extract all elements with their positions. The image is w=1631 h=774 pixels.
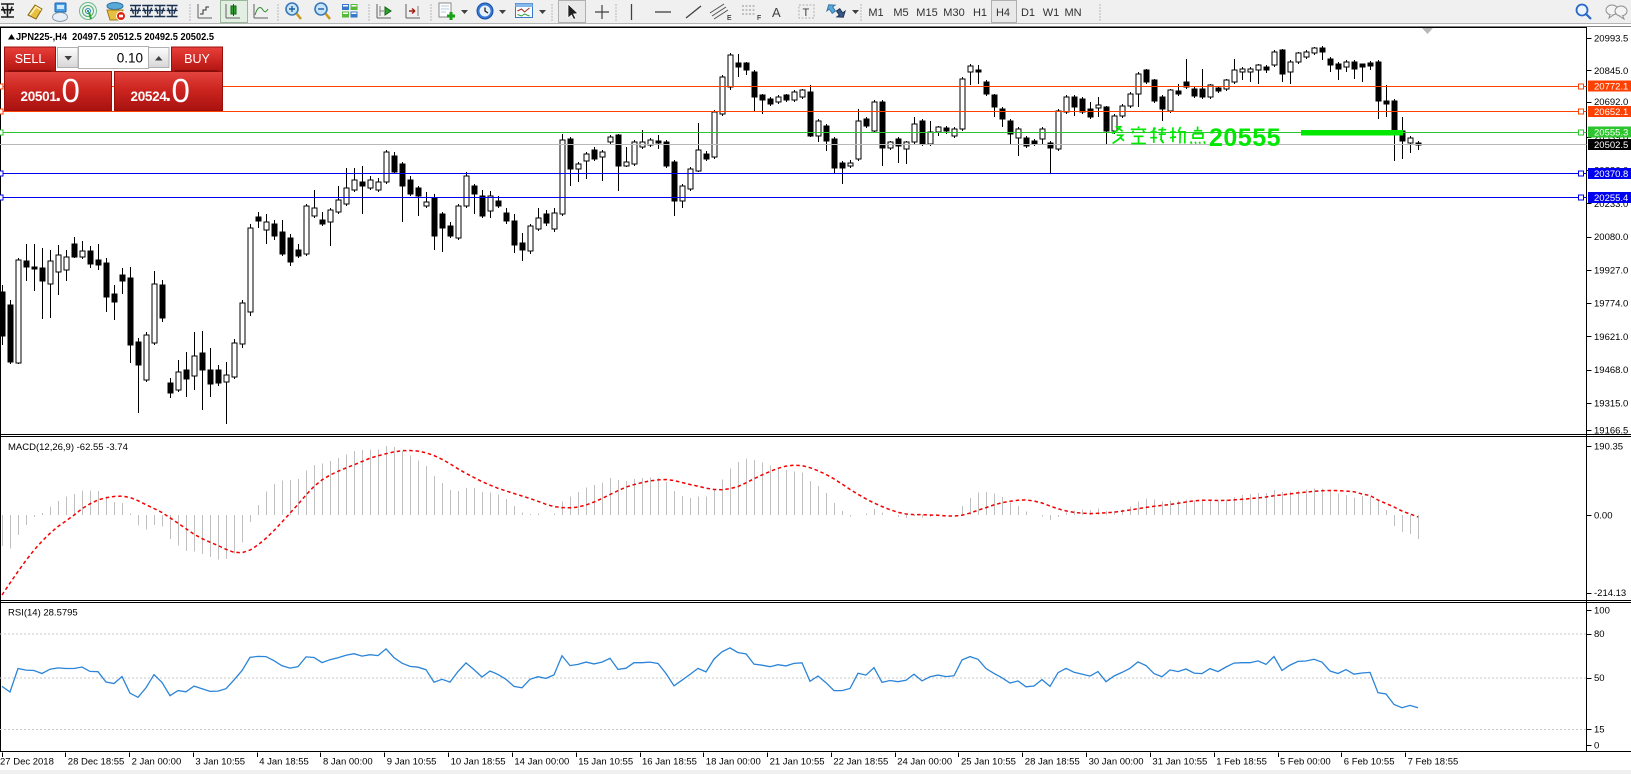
svg-text:D1: D1 — [1021, 7, 1035, 19]
svg-text:9 Jan 10:55: 9 Jan 10:55 — [387, 757, 437, 768]
svg-text:M5: M5 — [893, 7, 908, 19]
svg-text:19166.5: 19166.5 — [1594, 426, 1628, 437]
svg-text:2 Jan 00:00: 2 Jan 00:00 — [132, 757, 182, 768]
svg-text:.: . — [56, 84, 62, 106]
svg-text:190.35: 190.35 — [1594, 442, 1623, 453]
svg-text:20845.0: 20845.0 — [1594, 66, 1628, 77]
svg-text:JPN225-,H4 20497.5 20512.5 20: JPN225-,H4 20497.5 20512.5 20492.5 20502… — [16, 32, 214, 43]
svg-text:20555.3: 20555.3 — [1594, 128, 1628, 139]
svg-text:21 Jan 10:55: 21 Jan 10:55 — [770, 757, 825, 768]
svg-text:20255.4: 20255.4 — [1594, 193, 1628, 204]
svg-text:A: A — [772, 5, 781, 20]
svg-text:19927.0: 19927.0 — [1594, 265, 1628, 276]
svg-text:3 Jan 10:55: 3 Jan 10:55 — [195, 757, 245, 768]
svg-text:20524: 20524 — [131, 89, 168, 104]
svg-text:20501: 20501 — [21, 89, 58, 104]
svg-text:20555: 20555 — [1209, 124, 1281, 152]
svg-text:-214.13: -214.13 — [1594, 588, 1626, 599]
svg-text:SELL: SELL — [15, 52, 46, 66]
svg-text:6 Feb 10:55: 6 Feb 10:55 — [1344, 757, 1395, 768]
svg-text:20080.0: 20080.0 — [1594, 232, 1628, 243]
svg-text:16 Jan 18:55: 16 Jan 18:55 — [642, 757, 697, 768]
svg-text:20233.0: 20233.0 — [1594, 199, 1628, 210]
svg-text:20539.0: 20539.0 — [1594, 132, 1628, 143]
svg-text:30 Jan 00:00: 30 Jan 00:00 — [1089, 757, 1144, 768]
svg-text:20652.1: 20652.1 — [1594, 107, 1628, 118]
svg-text:E: E — [727, 15, 732, 22]
svg-text:BUY: BUY — [184, 52, 210, 66]
svg-text:19774.0: 19774.0 — [1594, 299, 1628, 310]
svg-text:0.00: 0.00 — [1594, 511, 1613, 522]
svg-text:18 Jan 00:00: 18 Jan 00:00 — [706, 757, 761, 768]
svg-text:5 Feb 00:00: 5 Feb 00:00 — [1280, 757, 1331, 768]
svg-text:MACD(12,26,9) -62.55 -3.74: MACD(12,26,9) -62.55 -3.74 — [8, 442, 128, 453]
svg-text:.: . — [166, 84, 172, 106]
svg-text:RSI(14) 28.5795: RSI(14) 28.5795 — [8, 608, 78, 619]
svg-text:25 Jan 10:55: 25 Jan 10:55 — [961, 757, 1016, 768]
svg-text:19621.0: 19621.0 — [1594, 332, 1628, 343]
svg-text:31 Jan 10:55: 31 Jan 10:55 — [1152, 757, 1207, 768]
svg-text:W1: W1 — [1043, 7, 1060, 19]
svg-text:14 Jan 00:00: 14 Jan 00:00 — [514, 757, 569, 768]
svg-text:20692.0: 20692.0 — [1594, 97, 1628, 108]
svg-text:19468.0: 19468.0 — [1594, 365, 1628, 376]
svg-text:10 Jan 18:55: 10 Jan 18:55 — [451, 757, 506, 768]
svg-text:4 Jan 18:55: 4 Jan 18:55 — [259, 757, 309, 768]
svg-text:19315.0: 19315.0 — [1594, 398, 1628, 409]
svg-text:20993.5: 20993.5 — [1594, 34, 1628, 45]
svg-text:H4: H4 — [996, 7, 1010, 19]
svg-text:7 Feb 18:55: 7 Feb 18:55 — [1408, 757, 1459, 768]
svg-text:28 Jan 18:55: 28 Jan 18:55 — [1025, 757, 1080, 768]
svg-text:24 Jan 00:00: 24 Jan 00:00 — [897, 757, 952, 768]
svg-text:M1: M1 — [868, 7, 883, 19]
svg-text:8 Jan 00:00: 8 Jan 00:00 — [323, 757, 373, 768]
svg-text:M15: M15 — [916, 7, 937, 19]
svg-text:22 Jan 18:55: 22 Jan 18:55 — [833, 757, 888, 768]
svg-text:M30: M30 — [943, 7, 964, 19]
svg-text:0: 0 — [1594, 741, 1599, 752]
svg-text:0: 0 — [62, 72, 80, 109]
svg-text:28 Dec 18:55: 28 Dec 18:55 — [68, 757, 125, 768]
svg-text:0: 0 — [172, 72, 190, 109]
svg-text:20370.8: 20370.8 — [1594, 169, 1628, 180]
svg-text:MN: MN — [1064, 7, 1081, 19]
svg-text:H1: H1 — [973, 7, 987, 19]
svg-text:15 Jan 10:55: 15 Jan 10:55 — [578, 757, 633, 768]
svg-text:T: T — [803, 7, 810, 19]
svg-text:20502.5: 20502.5 — [1594, 140, 1628, 151]
svg-text:1 Feb 18:55: 1 Feb 18:55 — [1216, 757, 1267, 768]
svg-text:80: 80 — [1594, 629, 1605, 640]
svg-text:15: 15 — [1594, 725, 1605, 736]
svg-text:F: F — [757, 15, 761, 22]
svg-text:20772.1: 20772.1 — [1594, 82, 1628, 93]
svg-text:50: 50 — [1594, 673, 1605, 684]
svg-text:100: 100 — [1594, 606, 1610, 617]
svg-text:0.10: 0.10 — [117, 51, 143, 66]
svg-text:27 Dec 2018: 27 Dec 2018 — [0, 757, 54, 768]
